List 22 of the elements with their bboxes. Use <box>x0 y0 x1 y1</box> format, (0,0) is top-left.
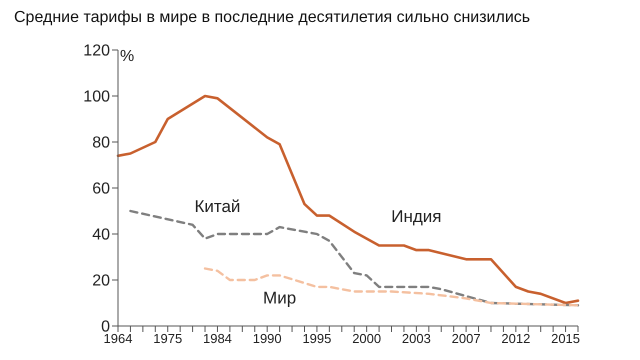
line-series <box>204 267 580 306</box>
x-tick-label: 1995 <box>302 331 332 346</box>
y-tick-label: 20 <box>92 272 110 290</box>
y-tick-label: 60 <box>92 180 110 198</box>
series-label: Индия <box>391 207 442 226</box>
x-tick-label: 1990 <box>252 331 282 346</box>
x-tick-label: 1964 <box>104 331 132 346</box>
series-label: Мир <box>263 288 296 308</box>
y-tick-label: 80 <box>92 134 110 152</box>
x-tick-label: 1984 <box>203 331 232 346</box>
y-tick-label: 40 <box>92 226 110 244</box>
x-tick-label: 2003 <box>402 331 431 346</box>
y-tick-label: 120 <box>83 42 110 60</box>
x-tick-label: 2012 <box>501 331 530 346</box>
y-tick-label: 100 <box>83 88 110 106</box>
chart-title: Средние тарифы в мире в последние десятилетия сильно снизились <box>14 8 532 27</box>
x-tick-label: 2015 <box>551 331 580 346</box>
y-axis-title: % <box>120 48 134 66</box>
x-tick-label: 2007 <box>452 331 481 346</box>
series-label: Китай <box>194 197 240 216</box>
x-tick-label: 1975 <box>153 331 182 346</box>
x-tick-label: 2000 <box>352 331 382 346</box>
